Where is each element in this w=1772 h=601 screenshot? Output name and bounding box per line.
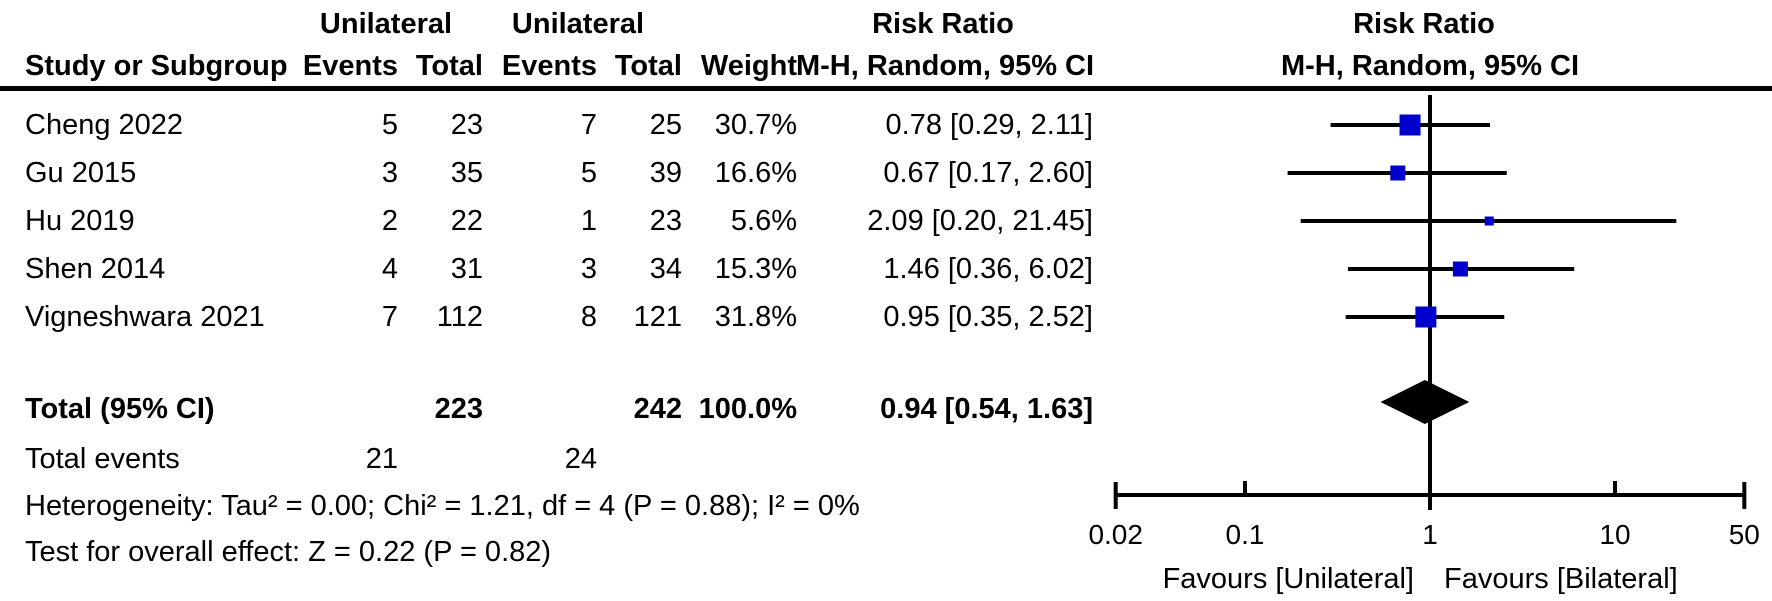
axis-tick-label: 1 bbox=[1422, 519, 1438, 550]
favours-left-label: Favours [Unilateral] bbox=[1163, 563, 1414, 595]
favours-right-label: Favours [Bilateral] bbox=[1444, 563, 1678, 595]
table-row: Gu 2015 3 35 5 39 16.6% 0.67 [0.17, 2.60… bbox=[0, 149, 1100, 197]
events1-value: 5 bbox=[381, 109, 398, 141]
events1-value: 2 bbox=[381, 205, 398, 237]
col-header-weight: Weight bbox=[700, 50, 797, 82]
risk-ratio-header-right: Risk Ratio bbox=[1353, 8, 1495, 40]
study-label: Vigneshwara 2021 bbox=[25, 301, 265, 333]
weight-value: 31.8% bbox=[714, 301, 797, 333]
col-header-study: Study or Subgroup bbox=[25, 50, 288, 82]
total-events-n1: 21 bbox=[365, 443, 398, 475]
risk-ratio-header-left: Risk Ratio bbox=[872, 8, 1014, 40]
study-label: Gu 2015 bbox=[25, 157, 137, 189]
total1-value: 22 bbox=[450, 205, 483, 237]
weight-value: 15.3% bbox=[714, 253, 797, 285]
study-label: Shen 2014 bbox=[25, 253, 166, 285]
events1-value: 3 bbox=[381, 157, 398, 189]
table-row: Vigneshwara 2021 7 112 8 121 31.8% 0.95 … bbox=[0, 293, 1100, 341]
events2-value: 3 bbox=[580, 253, 597, 285]
total2-value: 39 bbox=[649, 157, 682, 189]
col-header-total2: Total bbox=[614, 50, 682, 82]
group1-header: Unilateral bbox=[319, 8, 453, 40]
weight-square bbox=[1390, 165, 1406, 181]
overall-effect-text: Test for overall effect: Z = 0.22 (P = 0… bbox=[25, 536, 552, 568]
total-ci: 0.94 [0.54, 1.63] bbox=[880, 393, 1093, 425]
col-header-events2: Events bbox=[501, 50, 597, 82]
weight-value: 30.7% bbox=[714, 109, 797, 141]
ci-value: 2.09 [0.20, 21.45] bbox=[867, 205, 1093, 237]
heterogeneity-text: Heterogeneity: Tau² = 0.00; Chi² = 1.21,… bbox=[25, 490, 860, 522]
total1-value: 31 bbox=[450, 253, 483, 285]
summary-diamond bbox=[1380, 380, 1470, 424]
total2-value: 34 bbox=[649, 253, 682, 285]
events1-value: 7 bbox=[381, 301, 398, 333]
ci-value: 0.67 [0.17, 2.60] bbox=[883, 157, 1093, 189]
study-label: Hu 2019 bbox=[25, 205, 135, 237]
events2-value: 1 bbox=[580, 205, 597, 237]
total1-value: 23 bbox=[450, 109, 483, 141]
ci-value: 0.95 [0.35, 2.52] bbox=[883, 301, 1093, 333]
col-header-mh-left: M-H, Random, 95% CI bbox=[795, 50, 1095, 82]
events2-value: 8 bbox=[580, 301, 597, 333]
table-row: Hu 2019 2 22 1 23 5.6% 2.09 [0.20, 21.45… bbox=[0, 197, 1100, 245]
weight-value: 5.6% bbox=[730, 205, 797, 237]
total-events-label: Total events bbox=[25, 443, 180, 475]
total-n1: 223 bbox=[434, 393, 483, 425]
weight-square bbox=[1415, 306, 1437, 328]
weight-square bbox=[1484, 216, 1494, 226]
col-header-events1: Events bbox=[302, 50, 398, 82]
study-label: Cheng 2022 bbox=[25, 109, 184, 141]
events1-value: 4 bbox=[381, 253, 398, 285]
weight-value: 16.6% bbox=[714, 157, 797, 189]
total1-value: 35 bbox=[450, 157, 483, 189]
ci-value: 1.46 [0.36, 6.02] bbox=[883, 253, 1093, 285]
axis-tick-label: 50 bbox=[1729, 519, 1760, 550]
total2-value: 121 bbox=[633, 301, 682, 333]
weight-square bbox=[1452, 261, 1468, 277]
total-label: Total (95% CI) bbox=[25, 393, 215, 425]
col-header-mh-right: M-H, Random, 95% CI bbox=[1280, 50, 1580, 82]
total-weight: 100.0% bbox=[698, 393, 797, 425]
group2-header: Unilateral bbox=[511, 8, 645, 40]
header-rule bbox=[0, 86, 1772, 91]
total2-value: 23 bbox=[649, 205, 682, 237]
total-n2: 242 bbox=[633, 393, 682, 425]
total2-value: 25 bbox=[649, 109, 682, 141]
total-events-row: Total events 21 24 bbox=[0, 435, 1100, 483]
axis-tick-label: 0.02 bbox=[1088, 519, 1143, 550]
weight-square bbox=[1399, 114, 1421, 136]
col-header-total1: Total bbox=[415, 50, 483, 82]
total-events-n2: 24 bbox=[564, 443, 597, 475]
total-row: Total (95% CI) 223 242 100.0% 0.94 [0.54… bbox=[0, 385, 1100, 433]
events2-value: 7 bbox=[580, 109, 597, 141]
axis-tick-label: 10 bbox=[1599, 519, 1630, 550]
total1-value: 112 bbox=[436, 301, 483, 333]
ci-value: 0.78 [0.29, 2.11] bbox=[885, 109, 1093, 141]
events2-value: 5 bbox=[580, 157, 597, 189]
table-row: Shen 2014 4 31 3 34 15.3% 1.46 [0.36, 6.… bbox=[0, 245, 1100, 293]
table-row: Cheng 2022 5 23 7 25 30.7% 0.78 [0.29, 2… bbox=[0, 101, 1100, 149]
axis-tick-label: 0.1 bbox=[1226, 519, 1265, 550]
